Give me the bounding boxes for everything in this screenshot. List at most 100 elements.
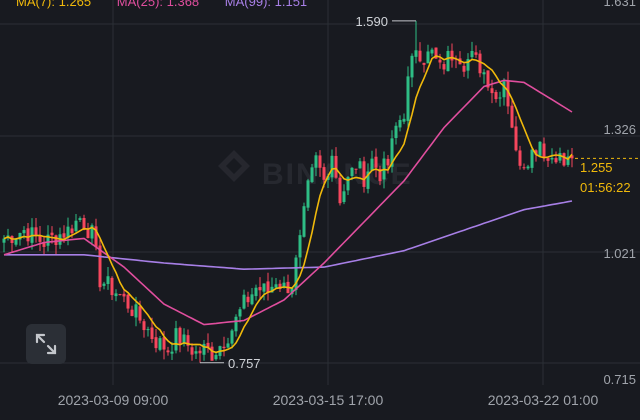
candle-body <box>2 238 6 243</box>
candle-body <box>490 88 494 94</box>
candle-body <box>450 50 454 61</box>
candle-body <box>330 155 334 178</box>
candle <box>390 130 394 173</box>
candle-body <box>166 350 170 353</box>
candle-body <box>518 150 522 166</box>
candle-body <box>186 335 190 346</box>
y-tick-label: 1.021 <box>603 246 636 261</box>
ma7-line <box>3 55 573 354</box>
candle-body <box>374 156 378 168</box>
candle <box>414 20 418 64</box>
candle <box>254 284 258 301</box>
candle-body <box>366 171 370 189</box>
candle <box>538 141 542 158</box>
candle-body <box>298 235 302 258</box>
candle <box>518 145 522 170</box>
candle-body <box>410 55 414 78</box>
candle <box>378 165 382 186</box>
candle <box>74 213 78 233</box>
candle <box>66 217 70 246</box>
candle <box>42 237 46 255</box>
ma99-legend: MA(99): 1.151 <box>224 0 308 9</box>
last-price-tag: 1.255 <box>574 159 619 177</box>
candle <box>478 50 482 78</box>
candle-body <box>430 49 434 54</box>
candle <box>450 43 454 68</box>
candle <box>298 229 302 268</box>
candle-body <box>274 284 278 288</box>
candle-body <box>94 226 98 248</box>
candle <box>426 44 430 64</box>
candle <box>466 53 470 79</box>
candle <box>142 318 146 338</box>
candle <box>270 277 274 293</box>
candle <box>258 277 262 300</box>
candle <box>410 53 414 88</box>
candle-body <box>22 230 26 234</box>
candle <box>522 163 526 170</box>
candle <box>442 61 446 75</box>
candle <box>130 305 134 317</box>
candle-body <box>174 328 178 351</box>
candle <box>106 267 110 290</box>
candle <box>246 291 250 307</box>
candle <box>206 333 210 353</box>
candle <box>334 147 338 179</box>
candle <box>146 326 150 337</box>
x-tick-label: 2023-03-15 17:00 <box>273 392 384 408</box>
candle <box>458 51 462 65</box>
candle-body <box>130 309 134 316</box>
candle <box>482 69 486 84</box>
candle-body <box>230 330 234 344</box>
candle <box>262 283 266 301</box>
candle-body <box>266 281 270 293</box>
x-tick-label: 2023-03-09 09:00 <box>58 392 169 408</box>
candle <box>310 163 314 184</box>
candle-body <box>438 59 442 63</box>
y-tick-label: 1.631 <box>603 0 636 9</box>
candle <box>234 314 238 337</box>
candle <box>86 222 90 239</box>
candle-body <box>158 338 162 350</box>
candle <box>266 272 270 301</box>
candle-body <box>462 65 466 72</box>
candle <box>230 328 234 349</box>
ma25-legend: MA(25): 1.368 <box>116 0 200 9</box>
candle-body <box>418 50 422 62</box>
candle <box>502 78 506 106</box>
candle <box>222 336 226 357</box>
candle-body <box>442 64 446 70</box>
candle-body <box>570 155 574 159</box>
candle <box>374 148 378 178</box>
low-price-label: 0.757 <box>228 356 261 371</box>
candle-body <box>402 118 406 122</box>
candle-body <box>482 72 486 75</box>
candle-body <box>542 143 546 159</box>
candle-body <box>558 153 562 161</box>
candle-body <box>250 294 254 305</box>
candle <box>34 218 38 243</box>
candle-body <box>394 125 398 139</box>
candle <box>158 335 162 352</box>
candle-body <box>90 225 94 239</box>
candle <box>318 150 322 177</box>
candle <box>198 346 202 363</box>
y-tick-label: 0.715 <box>603 372 636 387</box>
candle-body <box>370 158 374 171</box>
candle-body <box>62 233 66 238</box>
candle-body <box>78 218 82 220</box>
candle <box>118 293 122 296</box>
candle-body <box>446 50 450 72</box>
candle <box>38 225 42 251</box>
candle <box>186 329 190 352</box>
candle-body <box>546 158 550 161</box>
candle <box>94 218 98 251</box>
candle <box>546 157 550 168</box>
expand-button[interactable] <box>26 324 66 364</box>
candle <box>278 279 282 293</box>
ma7-legend: MA(7): 1.265 <box>16 0 92 9</box>
candle <box>174 320 178 354</box>
candle <box>354 168 358 174</box>
candle <box>50 226 54 244</box>
